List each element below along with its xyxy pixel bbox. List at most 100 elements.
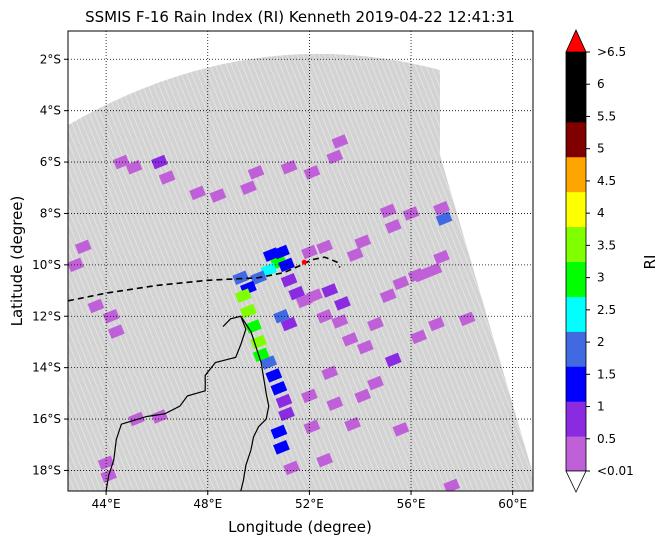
rain-cell	[367, 316, 384, 332]
y-tick-label: 16°S	[32, 412, 61, 426]
madagascar-coastline-west	[105, 315, 247, 491]
rain-cell	[107, 324, 125, 339]
rain-cell	[392, 422, 410, 437]
colorbar-tick-label: 1.5	[597, 367, 616, 381]
rain-cell	[425, 262, 443, 278]
rain-cell	[379, 288, 397, 303]
rain-cell	[209, 188, 227, 203]
rain-cell	[331, 314, 349, 329]
rain-cell	[321, 365, 339, 381]
colorbar-bin	[566, 436, 586, 472]
colorbar-bin	[566, 331, 586, 367]
x-tick-label: 48°E	[193, 497, 222, 511]
colorbar-bin	[566, 191, 586, 228]
y-tick-label: 2°S	[40, 52, 61, 66]
colorbar-tick-label: >6.5	[597, 45, 626, 59]
rain-cell	[270, 380, 288, 396]
y-axis-label: Latitude (degree)	[8, 196, 26, 327]
rain-cell	[74, 239, 92, 255]
rain-cell	[275, 393, 293, 409]
colorbar-bin	[566, 226, 586, 262]
colorbar-tick-label: 3.5	[597, 238, 616, 252]
colorbar-label: RI	[641, 255, 659, 270]
plot-frame	[67, 30, 534, 492]
y-tick-label: 8°S	[40, 206, 61, 220]
satellite-swath	[68, 53, 533, 491]
colorbar-bin	[566, 401, 586, 437]
rain-cell	[367, 375, 384, 391]
rain-cell	[306, 288, 323, 303]
rain-cell	[356, 339, 374, 355]
rain-cell	[433, 249, 450, 265]
rain-cell	[321, 283, 339, 298]
y-tick-label: 6°S	[40, 155, 61, 169]
madagascar-coastline-east	[240, 315, 270, 491]
rain-cell	[288, 285, 306, 301]
rain-cell	[234, 288, 252, 303]
x-tick-label: 52°E	[295, 497, 324, 511]
rain-cell	[273, 440, 290, 455]
rain-cell	[280, 159, 298, 175]
colorbar-tick-label: 1	[597, 400, 605, 414]
lat-lon-gridlines	[68, 31, 533, 491]
rain-cell	[402, 206, 420, 221]
rain-cell	[232, 270, 250, 285]
x-tick-label: 60°E	[498, 497, 527, 511]
rain-cell	[354, 234, 372, 249]
rain-cell	[428, 316, 445, 332]
rain-cell	[435, 211, 453, 226]
rain-cell	[303, 419, 321, 435]
colorbar-tick-label: <0.01	[597, 464, 634, 478]
x-axis-ticks: 44°E 48°E 52°E 56°E 60°E	[92, 491, 527, 511]
rain-cell	[250, 334, 267, 350]
x-tick-label: 56°E	[397, 497, 426, 511]
colorbar-under-triangle	[565, 470, 587, 493]
rain-cell	[354, 388, 372, 404]
rain-cell	[97, 455, 115, 470]
x-tick-label: 44°E	[92, 497, 121, 511]
storm-track-line	[68, 256, 341, 302]
colorbar-over-triangle	[565, 29, 587, 53]
rain-cell	[331, 134, 349, 149]
rain-cell	[112, 154, 130, 170]
map-plot-area	[68, 31, 533, 491]
rain-cell	[68, 257, 84, 273]
rain-cell	[151, 409, 168, 424]
rain-cell	[125, 159, 143, 175]
rain-cell	[240, 303, 257, 319]
colorbar-tick-label: 6	[597, 77, 605, 91]
rain-cell	[273, 244, 290, 260]
rain-cell	[346, 247, 364, 262]
rain-cell	[260, 262, 278, 278]
rain-cell	[379, 203, 397, 219]
colorbar-bin	[566, 86, 586, 123]
rain-cell	[303, 165, 321, 180]
colorbar-bin	[566, 296, 586, 332]
chart-title: SSMIS F-16 Rain Index (RI) Kenneth 2019-…	[85, 8, 515, 26]
storm-center-marker	[301, 259, 307, 265]
rain-cells-layer	[68, 134, 476, 491]
rain-cell	[316, 308, 334, 324]
rain-cell	[316, 239, 334, 255]
rain-cell	[384, 352, 402, 368]
rain-cell	[301, 388, 318, 404]
colorbar-tick-label: 2	[597, 335, 605, 349]
colorbar-bin	[566, 52, 586, 88]
rain-cell	[392, 275, 410, 291]
colorbar-tick-label: 4.5	[597, 174, 616, 188]
x-axis-label: Longitude (degree)	[228, 518, 372, 536]
rain-cell	[102, 308, 120, 324]
rain-cell	[326, 149, 344, 165]
colorbar-tick-label: 5	[597, 142, 605, 156]
colorbar-tick-label: 3	[597, 271, 605, 285]
rain-cell	[240, 180, 257, 196]
rain-cell	[87, 298, 105, 314]
rain-cell	[280, 273, 298, 288]
rain-cell	[189, 185, 206, 201]
rain-cell	[158, 170, 176, 185]
y-tick-label: 14°S	[32, 361, 61, 375]
rain-cell	[412, 267, 430, 283]
rain-cell	[278, 406, 295, 422]
rain-cell	[458, 311, 476, 327]
